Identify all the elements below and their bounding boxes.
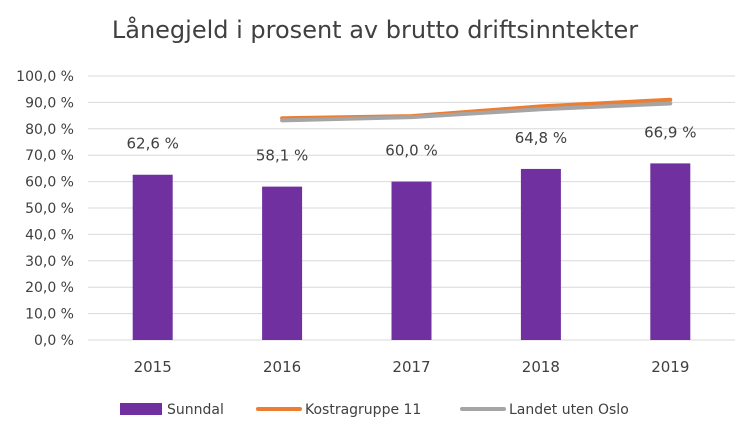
y-tick-label: 80,0 % [25, 122, 74, 138]
y-tick-label: 20,0 % [25, 280, 74, 296]
y-tick-label: 10,0 % [25, 307, 74, 323]
bar [132, 174, 173, 340]
y-tick-label: 60,0 % [25, 175, 74, 191]
x-tick-label: 2015 [134, 358, 172, 376]
data-labels: 62,6 % 58,1 % 60,0 % 64,8 % 66,9 % [126, 123, 696, 164]
y-tick-label: 30,0 % [25, 254, 74, 270]
y-axis-ticks: 0,0 % 10,0 % 20,0 % 30,0 % 40,0 % 50,0 % 60,0 … [16, 69, 74, 349]
x-tick-label: 2019 [651, 358, 689, 376]
legend-label: Landet uten Oslo [509, 402, 629, 418]
line-series [280, 97, 673, 123]
x-tick-label: 2017 [392, 358, 430, 376]
data-label: 62,6 % [126, 135, 178, 153]
x-tick-label: 2016 [263, 358, 301, 376]
data-label: 58,1 % [256, 147, 308, 165]
series-line [280, 101, 673, 123]
bar [391, 181, 432, 340]
data-label: 64,8 % [515, 129, 567, 147]
bar [650, 163, 691, 340]
legend-swatch [120, 403, 162, 415]
x-tick-label: 2018 [522, 358, 560, 376]
y-tick-label: 70,0 % [25, 148, 74, 164]
legend-label: Kostragruppe 11 [305, 402, 421, 418]
bar [262, 186, 303, 340]
y-tick-label: 50,0 % [25, 201, 74, 217]
legend: Sunndal Kostragruppe 11 Landet uten Oslo [120, 402, 629, 418]
data-label: 60,0 % [385, 142, 437, 160]
y-tick-label: 100,0 % [16, 69, 74, 85]
legend-label: Sunndal [167, 402, 224, 418]
y-tick-label: 90,0 % [25, 95, 74, 111]
chart-title: Lånegjeld i prosent av brutto driftsinnt… [111, 16, 639, 44]
data-label: 66,9 % [644, 123, 696, 141]
y-tick-label: 40,0 % [25, 227, 74, 243]
x-axis-ticks: 2015 2016 2017 2018 2019 [134, 358, 690, 376]
bar-series [132, 163, 691, 340]
bar [520, 168, 561, 340]
y-tick-label: 0,0 % [34, 333, 74, 349]
